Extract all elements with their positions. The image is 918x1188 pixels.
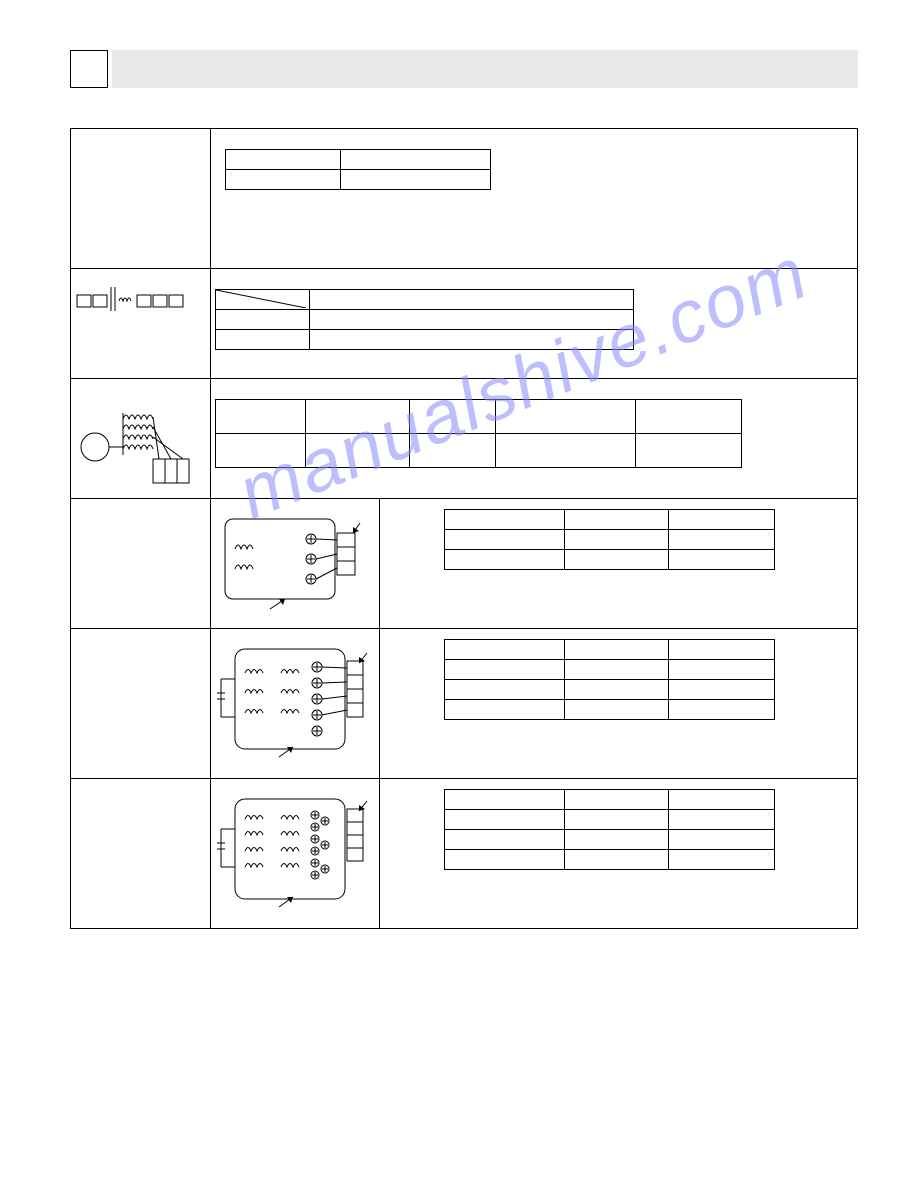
row6-cell	[669, 830, 775, 850]
row3-label-cell	[71, 379, 211, 499]
row6-content-cell	[380, 779, 858, 929]
row5-cell	[565, 660, 669, 680]
row6-cell	[669, 850, 775, 870]
row5-cell	[669, 680, 775, 700]
row3-cell	[306, 400, 410, 434]
section-header	[70, 50, 858, 88]
row1-inner-table	[225, 149, 491, 190]
row4-cell	[669, 510, 775, 530]
row4-cell	[669, 550, 775, 570]
row3-cell	[636, 400, 742, 434]
row5-cell	[669, 640, 775, 660]
row6-cell	[565, 830, 669, 850]
row3-cell	[410, 434, 496, 468]
row5-diag-cell	[211, 629, 380, 779]
row1-content-cell	[211, 129, 858, 269]
row3-cell	[636, 434, 742, 468]
row6-cell	[565, 850, 669, 870]
row4-label-cell	[71, 499, 211, 629]
row1-cell	[226, 150, 341, 170]
row3-cell	[410, 400, 496, 434]
row3-cell	[496, 400, 636, 434]
row5-inner-table	[444, 639, 775, 720]
row5-cell	[565, 680, 669, 700]
row4-cell	[565, 510, 669, 530]
row3-cell	[496, 434, 636, 468]
row6-cell	[669, 790, 775, 810]
row4-inner-table	[444, 509, 775, 570]
row6-cell	[565, 810, 669, 830]
row5-diagram	[215, 639, 375, 769]
row5-content-cell	[380, 629, 858, 779]
row4-cell	[669, 530, 775, 550]
row4-diag-cell	[211, 499, 380, 629]
row1-cell	[341, 150, 491, 170]
row5-cell	[669, 700, 775, 720]
row6-cell	[445, 850, 565, 870]
row4-content-cell	[380, 499, 858, 629]
row5-label-cell	[71, 629, 211, 779]
row3-diagram	[75, 389, 206, 489]
row2-cell	[216, 310, 310, 330]
row6-diagram	[215, 789, 375, 919]
row6-cell	[565, 790, 669, 810]
row5-cell	[669, 660, 775, 680]
row5-cell	[445, 700, 565, 720]
row6-cell	[445, 830, 565, 850]
row2-diagram	[75, 279, 206, 319]
row6-cell	[669, 810, 775, 830]
row5-cell	[565, 700, 669, 720]
row2-content-cell	[211, 269, 858, 379]
row6-label-cell	[71, 779, 211, 929]
row1-cell	[341, 170, 491, 190]
row4-diagram	[215, 509, 375, 619]
row5-cell	[445, 680, 565, 700]
row1-cell	[226, 170, 341, 190]
row4-cell	[445, 510, 565, 530]
row5-cell	[445, 640, 565, 660]
row4-cell	[445, 550, 565, 570]
row2-label-cell	[71, 269, 211, 379]
row4-cell	[565, 530, 669, 550]
row6-cell	[445, 810, 565, 830]
section-number	[70, 50, 108, 88]
row2-cell	[310, 310, 634, 330]
row5-cell	[565, 640, 669, 660]
row6-diag-cell	[211, 779, 380, 929]
row6-inner-table	[444, 789, 775, 870]
row3-inner-table	[215, 399, 742, 468]
row3-content-cell	[211, 379, 858, 499]
row3-cell	[306, 434, 410, 468]
row2-cell	[310, 290, 634, 310]
row2-diag-cell	[216, 290, 310, 310]
row4-cell	[445, 530, 565, 550]
section-title-bar	[112, 50, 858, 88]
row2-inner-table	[215, 289, 634, 350]
row3-cell	[216, 400, 306, 434]
row6-cell	[445, 790, 565, 810]
row1-label-cell	[71, 129, 211, 269]
row2-cell	[310, 330, 634, 350]
row3-cell	[216, 434, 306, 468]
row4-cell	[565, 550, 669, 570]
row2-cell	[216, 330, 310, 350]
spec-table	[70, 128, 858, 929]
row5-cell	[445, 660, 565, 680]
